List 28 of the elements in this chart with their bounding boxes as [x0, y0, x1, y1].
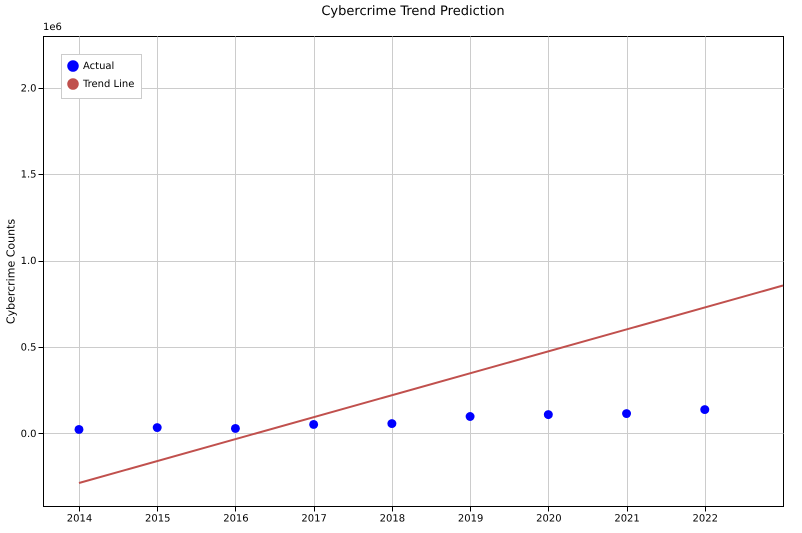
x-tick-label: 2020	[536, 514, 562, 524]
point	[74, 424, 84, 434]
point	[152, 423, 162, 432]
point	[622, 409, 632, 418]
x-tick-label: 2016	[223, 514, 249, 524]
y-tick-label: 2.0	[20, 83, 36, 94]
point	[544, 410, 553, 420]
y-axis-title: Cybercrime Counts	[4, 218, 18, 324]
y-tick-label: 1.0	[20, 256, 36, 268]
y-tick-label: 0.5	[20, 342, 36, 354]
point	[466, 412, 475, 421]
legend-label: Trend Line	[82, 79, 134, 90]
x-tick-label: 2019	[458, 514, 484, 524]
x-tick-label: 2022	[692, 514, 718, 524]
y-tick-label: 1.5	[20, 170, 36, 181]
x-tick-label: 2021	[614, 514, 640, 524]
x-tick-label: 2018	[380, 514, 406, 524]
x-tick-label: 2015	[144, 514, 170, 524]
point	[230, 424, 240, 433]
point	[700, 405, 710, 414]
legend-label: Actual	[83, 61, 114, 72]
point	[387, 419, 396, 428]
chart-title: Cybercrime Trend Prediction	[321, 4, 505, 19]
x-tick-label: 2017	[301, 514, 327, 524]
x-tick-label: 2014	[66, 514, 92, 524]
text: 1e6	[43, 22, 62, 33]
y-tick-label: 0.0	[20, 428, 36, 440]
point	[309, 420, 318, 429]
